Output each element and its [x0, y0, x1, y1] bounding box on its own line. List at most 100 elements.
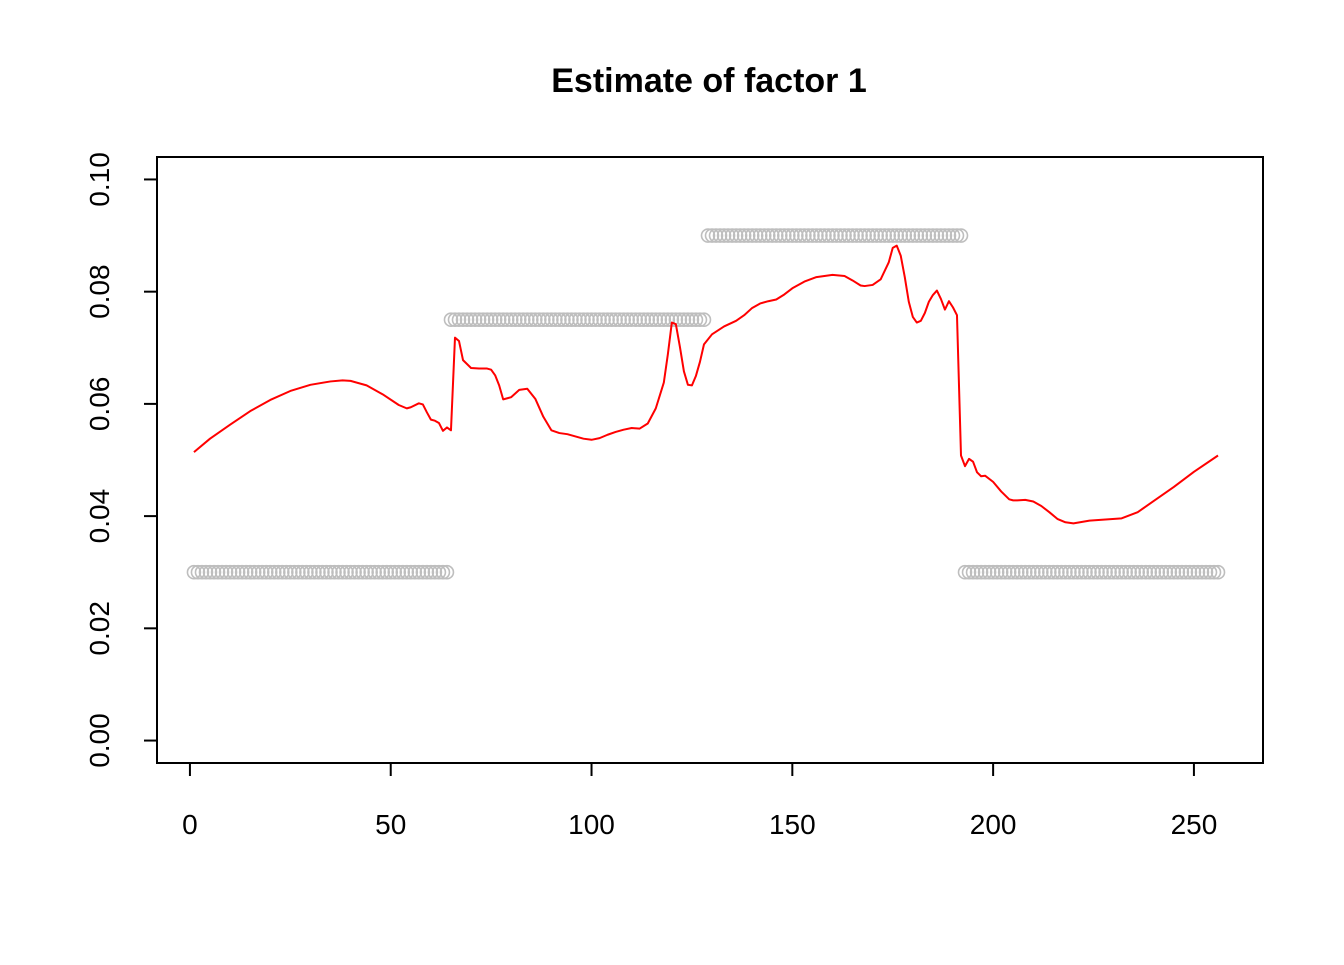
data-point [732, 228, 748, 243]
data-point [359, 564, 374, 580]
data-point [857, 228, 872, 243]
data-point [744, 228, 760, 243]
data-point [1050, 564, 1065, 580]
data-point [953, 228, 969, 243]
data-point [319, 564, 334, 580]
data-point [355, 564, 370, 580]
data-point [427, 564, 443, 580]
x-tick-label: 150 [769, 809, 816, 840]
data-point [371, 564, 386, 580]
y-axis: 0.00 0.02 0.04 0.06 0.08 0.10 [84, 152, 158, 768]
data-point [829, 228, 844, 243]
data-point [724, 228, 740, 243]
data-point [1118, 564, 1133, 580]
data-point [403, 564, 419, 580]
data-point [885, 228, 901, 243]
data-point [1005, 564, 1021, 580]
data-point [532, 312, 547, 328]
data-point [748, 228, 764, 243]
y-tick-label: 0.04 [84, 489, 115, 544]
data-point [479, 312, 495, 328]
data-point [805, 228, 820, 243]
data-point [507, 312, 523, 328]
data-point [399, 564, 415, 580]
data-point [363, 564, 378, 580]
data-point [648, 312, 664, 328]
data-point [696, 312, 712, 328]
data-point [1158, 564, 1174, 580]
data-point [1082, 564, 1097, 580]
data-point [1025, 564, 1041, 580]
data-point [242, 564, 258, 580]
data-point [1190, 564, 1206, 580]
chart-title: Estimate of factor 1 [551, 62, 867, 100]
data-point [387, 564, 403, 580]
data-point [580, 312, 595, 328]
data-point [230, 564, 246, 580]
data-point [564, 312, 579, 328]
data-point [246, 564, 262, 580]
data-point [989, 564, 1005, 580]
data-point [560, 312, 575, 328]
data-point [491, 312, 507, 328]
data-point [865, 228, 880, 243]
data-point [1146, 564, 1162, 580]
data-point [218, 564, 234, 580]
data-point [375, 564, 391, 580]
data-point [728, 228, 744, 243]
data-point [608, 312, 623, 328]
data-point [503, 312, 519, 328]
data-point [628, 312, 644, 328]
data-point [1058, 564, 1073, 580]
data-point [254, 564, 270, 580]
data-point [283, 564, 298, 580]
data-point [845, 228, 860, 243]
data-point [760, 228, 776, 243]
data-point [1130, 564, 1145, 580]
data-point [973, 564, 989, 580]
data-point [772, 228, 788, 243]
data-point [411, 564, 427, 580]
data-point [335, 564, 350, 580]
data-point [266, 564, 282, 580]
data-point [592, 312, 607, 328]
data-point [568, 312, 583, 328]
data-point [1142, 564, 1158, 580]
data-point [797, 228, 812, 243]
data-point [1001, 564, 1017, 580]
data-point [949, 228, 965, 243]
data-point [656, 312, 672, 328]
data-point [913, 228, 929, 243]
data-point [226, 564, 242, 580]
data-point [853, 228, 868, 243]
data-point [1066, 564, 1081, 580]
data-point [515, 312, 531, 328]
data-point [600, 312, 615, 328]
y-tick-label: 0.02 [84, 601, 115, 656]
data-point [431, 564, 447, 580]
data-point [768, 228, 784, 243]
data-point [929, 228, 945, 243]
data-point [576, 312, 591, 328]
data-point [993, 564, 1009, 580]
data-point [700, 228, 716, 243]
data-point [270, 564, 286, 580]
data-point [419, 564, 435, 580]
data-point [917, 228, 933, 243]
data-point [572, 312, 587, 328]
data-point [343, 564, 358, 580]
x-tick-label: 200 [970, 809, 1017, 840]
data-point [467, 312, 483, 328]
data-point [528, 312, 543, 328]
data-point [740, 228, 756, 243]
data-point [519, 312, 535, 328]
data-point [483, 312, 499, 328]
data-point [331, 564, 346, 580]
data-point [736, 228, 752, 243]
data-point [262, 564, 278, 580]
data-point [1046, 564, 1061, 580]
data-point [1098, 564, 1113, 580]
data-point [813, 228, 828, 243]
